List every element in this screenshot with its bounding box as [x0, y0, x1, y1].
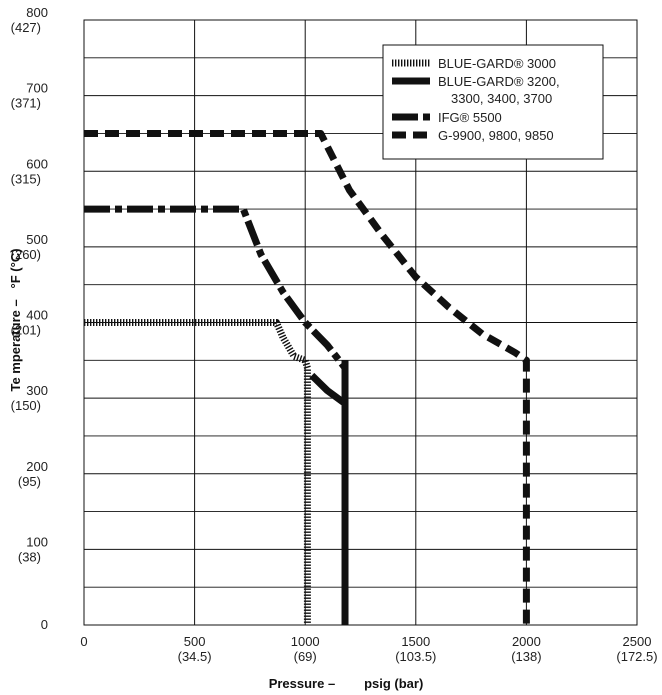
x-tick-label: 2500	[623, 634, 652, 649]
y-tick-sublabel: (260)	[11, 247, 41, 262]
y-tick-label: 0	[41, 617, 48, 632]
x-axis-title: Pressure – psig (bar)	[269, 676, 424, 691]
x-tick-label: 2000	[512, 634, 541, 649]
y-tick-sublabel: (371)	[11, 96, 41, 111]
y-tick-label: 600	[26, 156, 48, 171]
x-tick-label: 500	[184, 634, 206, 649]
legend-label-2: 3300, 3400, 3700	[451, 91, 552, 106]
y-tick-sublabel: (315)	[11, 171, 41, 186]
legend-label-1: BLUE-GARD® 3000	[438, 56, 556, 71]
x-tick-label: 1500	[401, 634, 430, 649]
y-tick-sublabel: (427)	[11, 20, 41, 35]
y-tick-sublabel: (201)	[11, 323, 41, 338]
y-tick-label: 300	[26, 383, 48, 398]
x-tick-label: 0	[80, 634, 87, 649]
y-tick-label: 400	[26, 308, 48, 323]
series-line-3	[84, 205, 348, 371]
y-tick-sublabel: (95)	[18, 474, 41, 489]
x-tick-sublabel: (34.5)	[178, 649, 212, 664]
x-axis-ticks: 0 500(34.5) 1000(69) 1500(103.5) 2000(138) 25…	[80, 634, 657, 664]
legend: BLUE-GARD® 3000 BLUE-GARD® 3200, 3300, 340…	[382, 44, 604, 160]
x-tick-sublabel: (69)	[294, 649, 317, 664]
series-layer	[84, 129, 530, 625]
y-tick-label: 500	[26, 232, 48, 247]
y-axis-title: Te mperature – °F (°C)	[8, 248, 23, 391]
series-line-4	[84, 129, 530, 625]
x-tick-sublabel: (103.5)	[395, 649, 436, 664]
x-tick-label: 1000	[291, 634, 320, 649]
y-tick-label: 100	[26, 534, 48, 549]
y-tick-sublabel: (38)	[18, 549, 41, 564]
series-line-1	[84, 319, 311, 625]
y-axis-ticks: 0 100(38) 200(95) 300(150) 400(201) 500(260) 6…	[11, 5, 48, 632]
y-tick-sublabel: (150)	[11, 398, 41, 413]
y-tick-label: 700	[26, 81, 48, 96]
y-tick-label: 800	[26, 5, 48, 20]
legend-label-3: IFG® 5500	[438, 110, 502, 125]
x-tick-sublabel: (172.5)	[616, 649, 657, 664]
legend-label-4: G-9900, 9800, 9850	[438, 128, 554, 143]
legend-label-2: BLUE-GARD® 3200,	[438, 74, 560, 89]
x-tick-sublabel: (138)	[511, 649, 541, 664]
y-tick-label: 200	[26, 459, 48, 474]
